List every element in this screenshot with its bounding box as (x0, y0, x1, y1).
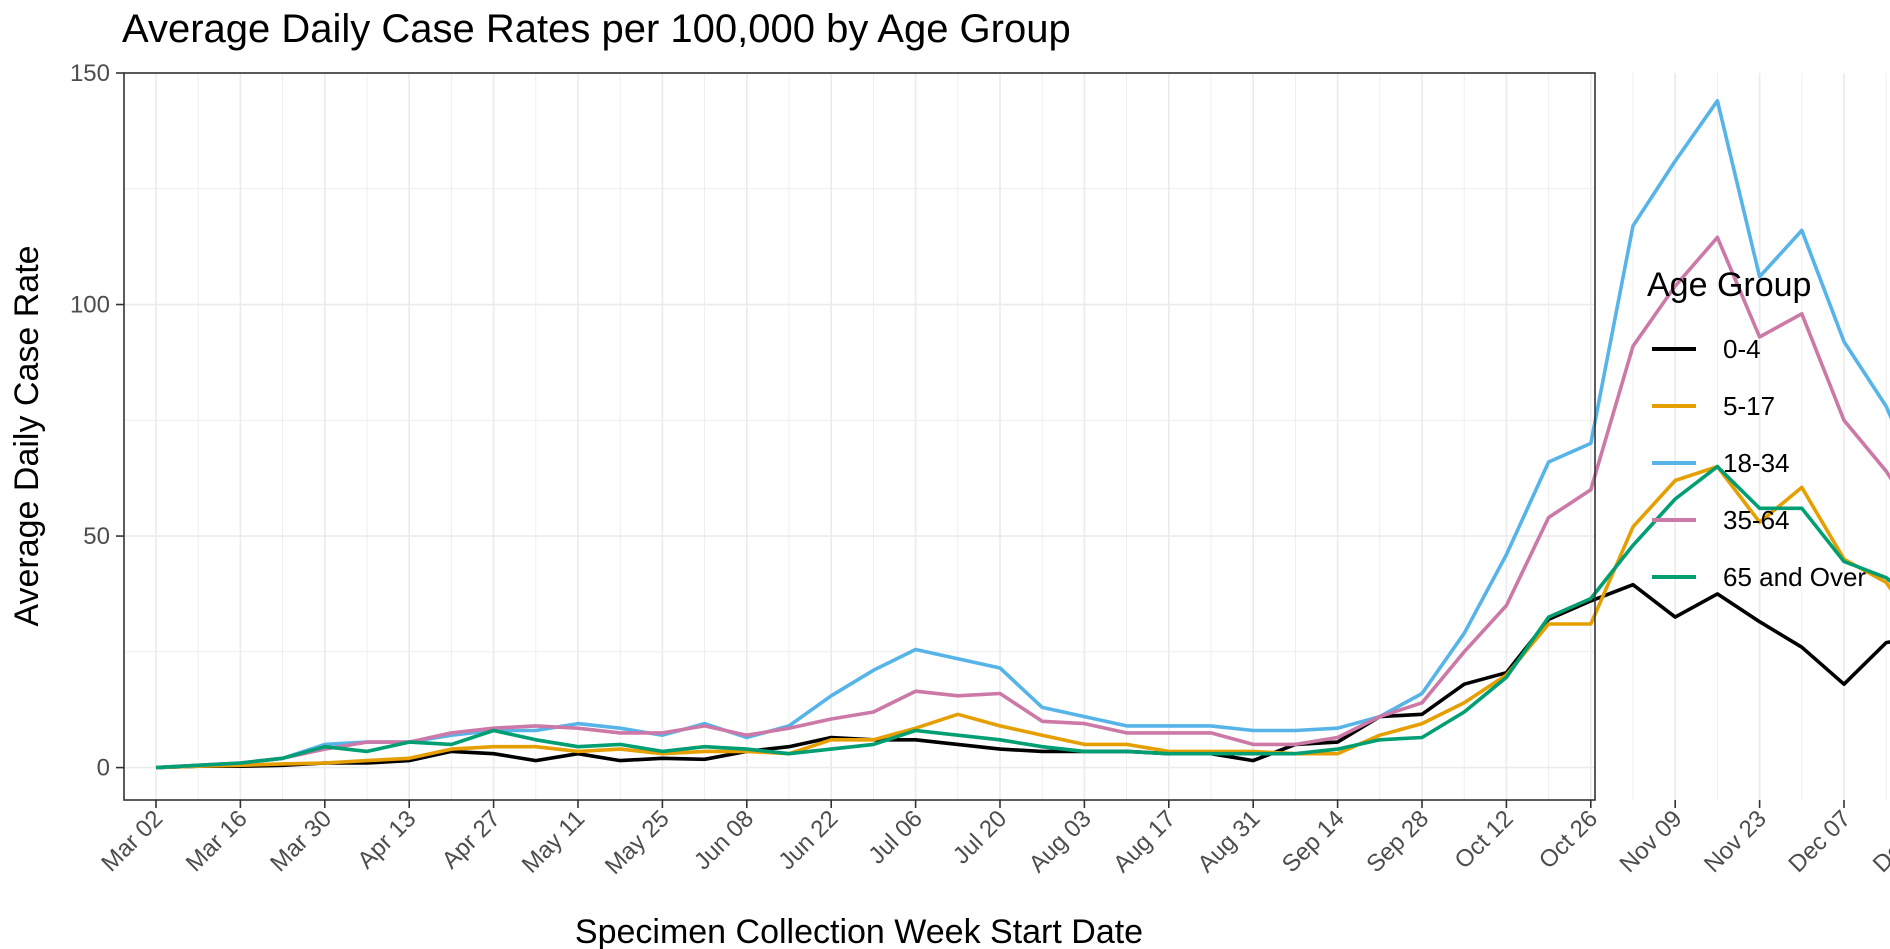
x-tick-label: Nov 23 (1699, 805, 1772, 878)
x-tick-label: Sep 14 (1277, 805, 1350, 878)
series-lines (155, 99, 1890, 770)
x-tick-label: Nov 09 (1615, 805, 1688, 878)
y-tick-label: 150 (70, 60, 110, 87)
y-axis: 0 50 100 150 (70, 60, 124, 782)
y-axis-title: Average Daily Case Rate (8, 245, 46, 626)
x-tick-label: Mar 16 (181, 805, 253, 877)
grid-lines (124, 72, 1887, 800)
legend-label-2: 18-34 (1723, 448, 1790, 478)
x-tick-label: Aug 31 (1193, 805, 1266, 878)
x-axis-title: Specimen Collection Week Start Date (575, 913, 1143, 949)
x-axis: Mar 02 Mar 16 Mar 30 Apr 13 Apr 27 May 11 May … (96, 800, 1890, 880)
x-tick-label: Oct 12 (1450, 805, 1519, 874)
chart-title: Average Daily Case Rates per 100,000 by … (122, 7, 1071, 51)
y-tick-label: 50 (83, 523, 110, 550)
x-tick-label: May 11 (517, 805, 590, 878)
series-line-3 (155, 235, 1890, 770)
series-line-1 (155, 464, 1890, 770)
x-tick-label: Mar 02 (96, 805, 168, 877)
x-tick-label: Jul 20 (948, 805, 1012, 869)
legend-title: Age Group (1647, 266, 1811, 304)
legend-label-4: 65 and Over (1723, 562, 1866, 592)
y-tick-label: 100 (70, 292, 110, 319)
legend-label-0: 0-4 (1723, 334, 1761, 364)
legend-label-1: 5-17 (1723, 391, 1775, 421)
y-tick-label: 0 (97, 755, 110, 782)
series-line-4 (155, 464, 1890, 770)
x-tick-label: Aug 17 (1108, 805, 1181, 878)
x-tick-label: Oct 26 (1534, 805, 1603, 874)
legend: Age Group 0-4 5-17 18-34 35-64 65 and Over (1647, 266, 1866, 592)
x-tick-label: Apr 27 (437, 805, 506, 874)
x-tick-label: Apr 13 (352, 805, 421, 874)
x-tick-label: Dec 07 (1783, 805, 1856, 878)
x-tick-label: Aug 03 (1024, 805, 1097, 878)
series-line-2 (155, 99, 1890, 770)
x-tick-label: Sep 28 (1361, 805, 1434, 878)
plot-border (123, 72, 1596, 801)
x-tick-label: May 25 (600, 805, 675, 880)
x-tick-label: Dec 21 (1868, 805, 1890, 878)
x-tick-label: Jul 06 (863, 805, 927, 869)
legend-label-3: 35-64 (1723, 505, 1790, 535)
plot-background (124, 73, 1595, 800)
x-tick-label: Mar 30 (265, 805, 337, 877)
x-tick-label: Jun 22 (773, 805, 843, 875)
x-tick-label: Jun 08 (689, 805, 759, 875)
